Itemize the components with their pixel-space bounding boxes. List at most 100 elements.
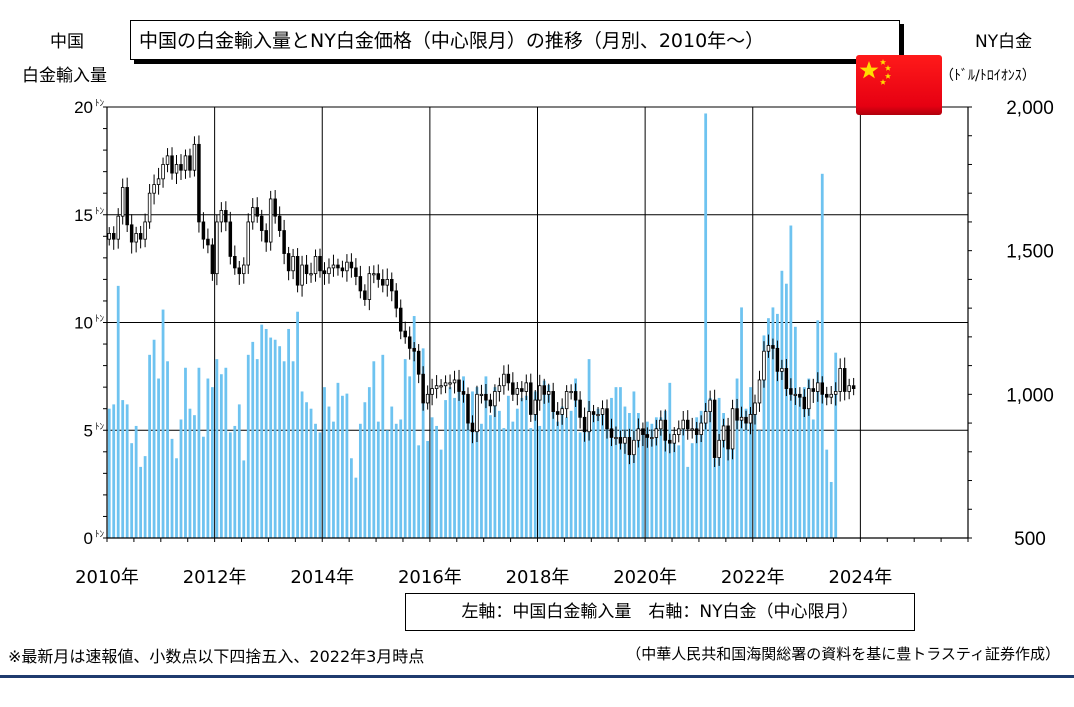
candle-body (412, 347, 416, 352)
import-bar (780, 270, 784, 538)
import-bar (731, 425, 734, 538)
candle-body (407, 336, 412, 349)
import-bar (264, 328, 268, 538)
import-bar (820, 173, 824, 538)
candle-body (762, 350, 766, 381)
import-bar (390, 406, 394, 538)
import-bar (287, 328, 291, 538)
candle-body (327, 267, 331, 275)
import-bar (690, 443, 694, 538)
import-bar (699, 410, 703, 538)
candle-body (807, 388, 811, 410)
candle-body (744, 416, 748, 424)
import-bar (206, 378, 210, 538)
import-bar (816, 320, 820, 538)
candle-body (564, 391, 569, 410)
import-bar (601, 410, 604, 538)
import-bar (583, 425, 586, 538)
import-bar (623, 406, 627, 538)
candle-body (842, 368, 847, 392)
price-candles (107, 135, 856, 468)
candle-body (470, 422, 475, 433)
import-bar (663, 410, 667, 538)
candle-body (291, 256, 295, 272)
import-bar (619, 387, 622, 538)
import-bar (753, 408, 757, 538)
left-tick-label: 10 (74, 314, 93, 333)
candle-body (129, 224, 134, 243)
candle-body (372, 273, 376, 276)
import-bar (569, 410, 573, 538)
import-bar (202, 436, 205, 538)
candle-body (143, 221, 147, 240)
candle-body (345, 261, 349, 272)
candle-body (228, 221, 233, 257)
import-bar (282, 361, 286, 538)
import-bar (385, 430, 389, 538)
import-bar (767, 318, 770, 538)
bottom-divider (0, 675, 1074, 678)
import-bar (376, 421, 380, 538)
import-bar (578, 432, 582, 538)
candle-body (681, 419, 685, 430)
candle-body (798, 393, 802, 398)
candle-body (757, 379, 762, 404)
right-tick-label: 1,000 (1006, 385, 1054, 406)
import-bar (744, 408, 748, 538)
candle-body (264, 230, 268, 243)
import-bar (686, 466, 690, 538)
left-axis-title-line2: 白金輸入量 (22, 66, 107, 86)
import-bar (314, 423, 317, 538)
import-bar (587, 359, 591, 538)
candle-body (488, 399, 493, 407)
left-tick-label: 0 (84, 529, 93, 548)
x-tick-label: 2024年 (828, 567, 892, 588)
candle-body (206, 238, 210, 246)
import-bar (296, 311, 299, 538)
import-bar (166, 361, 169, 538)
import-bar (148, 354, 151, 538)
import-bar (305, 402, 308, 538)
candle-body (672, 434, 677, 444)
import-bar (632, 391, 636, 538)
candle-body (246, 221, 251, 266)
candle-body (771, 345, 775, 349)
import-bar (399, 419, 403, 538)
candle-body (138, 233, 143, 240)
candle-body (636, 428, 641, 441)
import-bar (345, 393, 349, 538)
import-bars (107, 113, 838, 538)
candle-body (833, 391, 838, 395)
import-bar (327, 406, 331, 538)
import-bar (637, 413, 640, 538)
candle-body (242, 264, 246, 275)
import-bar (574, 378, 578, 538)
import-bar (798, 395, 802, 538)
candle-body (555, 411, 560, 415)
candle-body (259, 215, 264, 231)
import-bar (354, 477, 358, 538)
candle-body (824, 393, 829, 398)
candle-body (282, 230, 286, 254)
import-bar (372, 361, 376, 538)
candle-body (452, 379, 457, 384)
candle-body (147, 192, 152, 223)
import-bar (735, 378, 739, 538)
candle-body (403, 330, 407, 338)
candle-body (663, 419, 668, 441)
left-tick-label: 20 (74, 98, 93, 117)
import-bar (654, 417, 658, 538)
import-bar (336, 382, 340, 538)
import-bar (107, 408, 111, 538)
import-bar (408, 376, 412, 538)
import-bar (363, 402, 367, 538)
candle-body (645, 434, 650, 438)
candle-body (685, 419, 690, 430)
import-bar (726, 436, 730, 538)
candle-body (739, 416, 744, 421)
import-bar (717, 397, 721, 538)
candle-body (650, 437, 654, 440)
candle-body (457, 379, 461, 392)
candle-body (816, 382, 820, 392)
candle-body (224, 210, 228, 223)
